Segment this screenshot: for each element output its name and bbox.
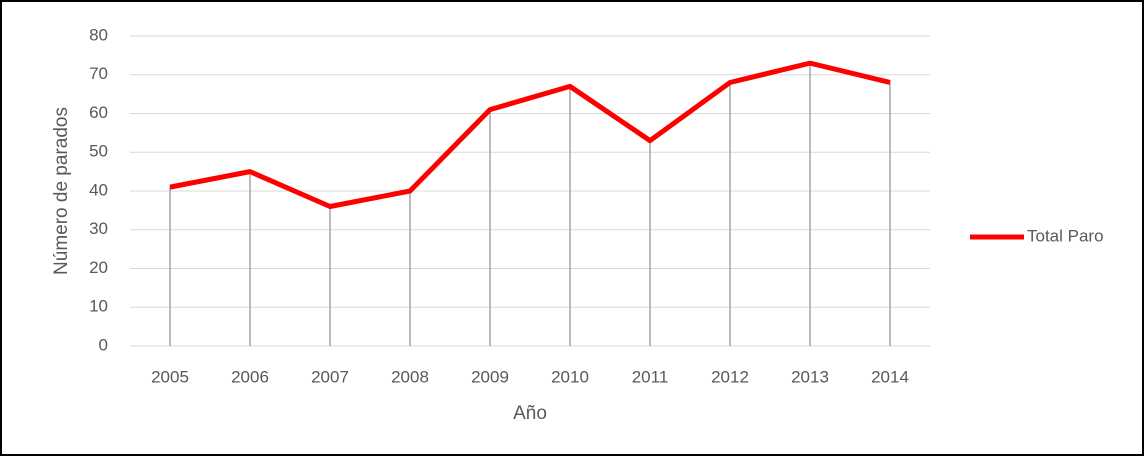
y-axis-title: Número de parados [51,107,72,275]
y-tick-label: 10 [89,297,108,316]
y-tick-label: 60 [89,103,108,122]
x-tick-label: 2008 [391,367,429,386]
y-tick-label: 50 [89,142,108,161]
x-tick-label: 2006 [231,367,269,386]
data-line [169,60,891,209]
x-axis-title: Año [513,403,547,424]
legend-label: Total Paro [1027,226,1104,245]
y-tick-label: 30 [89,219,108,238]
x-tick-label: 2010 [551,367,589,386]
y-tick-label: 70 [89,64,108,83]
x-tick-label: 2014 [871,367,909,386]
x-tick-label: 2011 [632,367,669,386]
x-tick-label: 2007 [311,367,349,386]
y-tick-label: 20 [89,258,108,277]
x-tick-label: 2005 [151,367,189,386]
y-tick-label: 80 [89,25,108,44]
x-tick-label: 2013 [791,367,829,386]
x-tick-label: 2012 [711,367,749,386]
y-tick-label: 0 [99,335,108,354]
y-tick-label: 40 [89,180,108,199]
x-tick-label: 2009 [471,367,509,386]
